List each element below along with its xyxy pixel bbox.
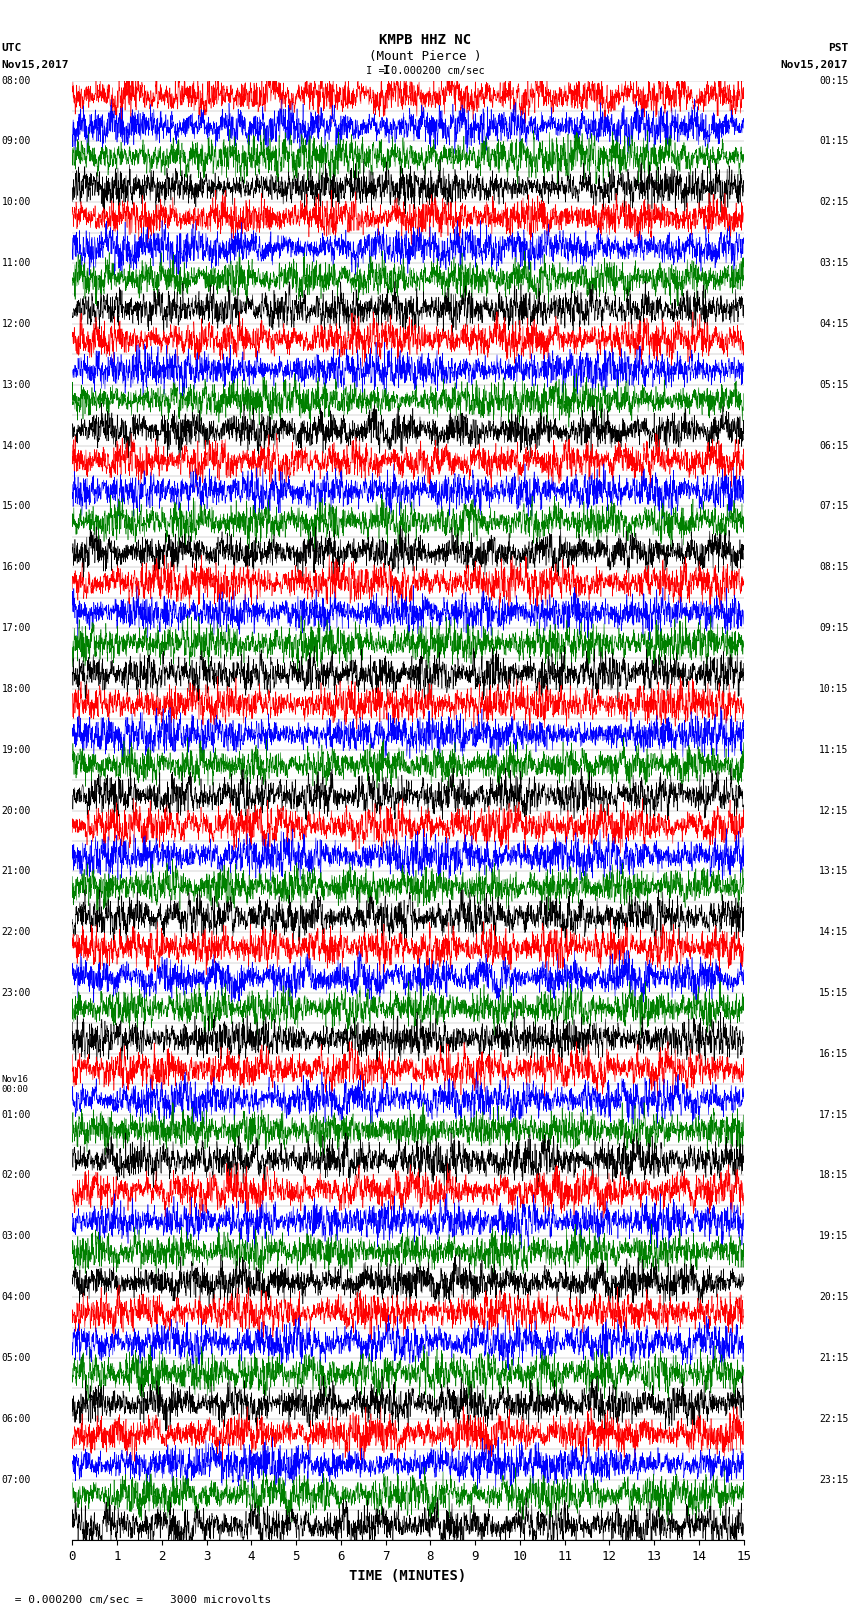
Text: 13:00: 13:00 — [2, 379, 31, 390]
Text: 17:00: 17:00 — [2, 623, 31, 632]
Text: 17:15: 17:15 — [819, 1110, 848, 1119]
Text: 23:15: 23:15 — [819, 1474, 848, 1484]
Text: (Mount Pierce ): (Mount Pierce ) — [369, 50, 481, 63]
Text: 18:00: 18:00 — [2, 684, 31, 694]
Text: 21:00: 21:00 — [2, 866, 31, 876]
Text: 08:00: 08:00 — [2, 76, 31, 85]
Text: PST: PST — [828, 44, 848, 53]
Text: UTC: UTC — [2, 44, 22, 53]
Text: Nov16
00:00: Nov16 00:00 — [2, 1074, 29, 1094]
Text: = 0.000200 cm/sec =    3000 microvolts: = 0.000200 cm/sec = 3000 microvolts — [8, 1595, 272, 1605]
Text: 22:15: 22:15 — [819, 1413, 848, 1424]
Text: 22:00: 22:00 — [2, 927, 31, 937]
Text: 03:00: 03:00 — [2, 1231, 31, 1242]
Text: 05:15: 05:15 — [819, 379, 848, 390]
Text: 18:15: 18:15 — [819, 1171, 848, 1181]
Text: 07:15: 07:15 — [819, 502, 848, 511]
Text: 02:15: 02:15 — [819, 197, 848, 208]
Text: 19:15: 19:15 — [819, 1231, 848, 1242]
Text: 14:15: 14:15 — [819, 927, 848, 937]
Text: 06:00: 06:00 — [2, 1413, 31, 1424]
Text: 16:00: 16:00 — [2, 563, 31, 573]
Text: 20:00: 20:00 — [2, 805, 31, 816]
Text: 05:00: 05:00 — [2, 1353, 31, 1363]
Text: 09:00: 09:00 — [2, 137, 31, 147]
Text: 01:15: 01:15 — [819, 137, 848, 147]
Text: 06:15: 06:15 — [819, 440, 848, 450]
Text: I: I — [383, 65, 390, 77]
Text: 09:15: 09:15 — [819, 623, 848, 632]
Text: Nov15,2017: Nov15,2017 — [781, 60, 848, 69]
Text: 10:00: 10:00 — [2, 197, 31, 208]
Text: 23:00: 23:00 — [2, 989, 31, 998]
Text: 10:15: 10:15 — [819, 684, 848, 694]
Text: KMPB HHZ NC: KMPB HHZ NC — [379, 34, 471, 47]
Text: 15:00: 15:00 — [2, 502, 31, 511]
Text: 12:00: 12:00 — [2, 319, 31, 329]
Text: 20:15: 20:15 — [819, 1292, 848, 1302]
Text: 14:00: 14:00 — [2, 440, 31, 450]
Text: I = 0.000200 cm/sec: I = 0.000200 cm/sec — [366, 66, 484, 76]
Text: 01:00: 01:00 — [2, 1110, 31, 1119]
Text: 04:15: 04:15 — [819, 319, 848, 329]
Text: 03:15: 03:15 — [819, 258, 848, 268]
Text: 16:15: 16:15 — [819, 1048, 848, 1058]
Text: Nov15,2017: Nov15,2017 — [2, 60, 69, 69]
Text: 11:00: 11:00 — [2, 258, 31, 268]
Text: 02:00: 02:00 — [2, 1171, 31, 1181]
Text: 13:15: 13:15 — [819, 866, 848, 876]
Text: 00:15: 00:15 — [819, 76, 848, 85]
Text: 15:15: 15:15 — [819, 989, 848, 998]
Text: 12:15: 12:15 — [819, 805, 848, 816]
Text: 11:15: 11:15 — [819, 745, 848, 755]
Text: 21:15: 21:15 — [819, 1353, 848, 1363]
Text: 19:00: 19:00 — [2, 745, 31, 755]
Text: 07:00: 07:00 — [2, 1474, 31, 1484]
Text: 08:15: 08:15 — [819, 563, 848, 573]
Text: 04:00: 04:00 — [2, 1292, 31, 1302]
X-axis label: TIME (MINUTES): TIME (MINUTES) — [349, 1569, 467, 1582]
